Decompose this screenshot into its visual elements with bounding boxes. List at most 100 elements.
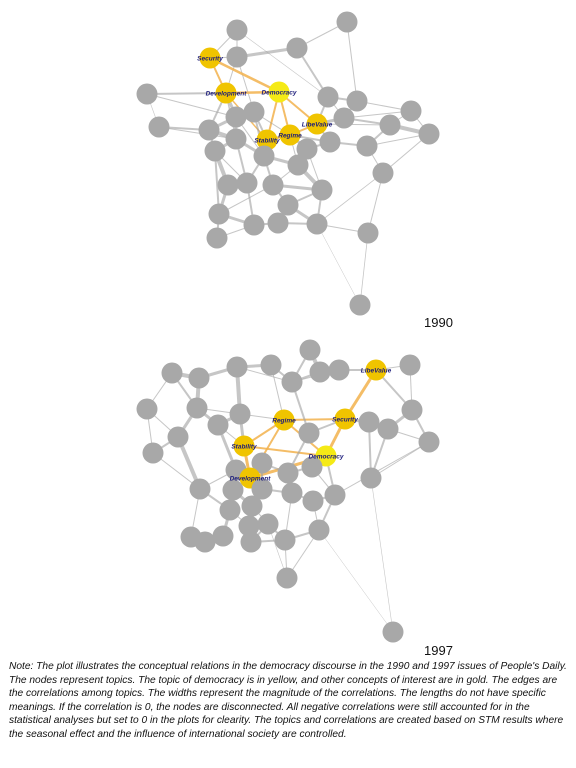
highlight-edge-1990-8 [209,56,280,94]
topic-node-1997-34 [251,478,273,500]
topic-node-1997-13 [207,414,229,436]
topic-node-1997-28 [277,462,299,484]
topic-node-1990-31 [372,162,394,184]
topic-node-1997-45 [308,519,330,541]
topic-node-1990-13 [243,101,265,123]
highlight-edge-1997-5 [243,445,327,457]
topic-node-1997-8 [260,354,282,376]
stability-node-1997 [233,435,255,457]
topic-node-1990-33 [277,194,299,216]
year-label-1990: 1990 [424,315,453,330]
topic-node-1997-44 [274,529,296,551]
topic-node-1997-9 [281,371,303,393]
topic-node-1990-23 [296,138,318,160]
topic-node-1997-11 [186,397,208,419]
topic-node-1990-2 [286,37,308,59]
topic-node-1997-22 [142,442,164,464]
topic-node-1997-40 [257,513,279,535]
security-node-1997 [334,408,356,430]
topic-node-1990-8 [317,86,339,108]
libevalue-label-1997: LibeValue [361,367,392,374]
security-node-1990 [199,47,221,69]
edge-1990-85 [359,232,369,306]
topic-node-1997-1 [309,361,331,383]
topic-node-1990-19 [400,100,422,122]
topic-node-1997-24 [251,452,273,474]
edge-1990-86 [316,223,361,306]
nodes-1990 [136,11,440,316]
democracy-label-1990: Democracy [261,89,296,96]
labels-1997: LibeValue Regime Security Stability Democrac… [230,367,392,482]
topic-node-1990-10 [148,116,170,138]
edge-1990-2 [346,21,358,102]
topic-node-1990-14 [225,128,247,150]
topic-node-1990-38 [357,222,379,244]
topic-node-1997-38 [302,490,324,512]
regime-label-1990: Regime [278,132,302,139]
topic-node-1997-4 [399,354,421,376]
regime-label-1997: Regime [272,417,296,424]
development-node-1990 [215,82,237,104]
topic-node-1990-20 [379,114,401,136]
topic-node-1990-3 [226,46,248,68]
topic-node-1997-20 [401,399,423,421]
topic-node-1990-27 [287,154,309,176]
topic-node-1997-0 [299,339,321,361]
edge-1997-65 [370,477,394,633]
topic-node-1990-36 [267,212,289,234]
security-label-1997: Security [332,416,358,423]
topic-node-1990-40 [349,294,371,316]
edge-1990-84 [316,172,384,225]
libevalue-node-1997 [365,359,387,381]
figure-note: Note: The plot illustrates the conceptua… [9,661,567,740]
topic-node-1990-5 [136,83,158,105]
topic-node-1990-25 [356,135,378,157]
stability-label-1997: Stability [231,443,257,450]
topic-node-1990-18 [333,107,355,129]
topic-node-1990-35 [243,214,265,236]
regime-node-1990 [279,124,301,146]
stability-node-1990 [256,129,278,151]
development-label-1997: Development [230,475,272,482]
edge-1990-17 [146,92,227,95]
topic-node-1997-30 [301,456,323,478]
topic-node-1990-26 [253,145,275,167]
topic-node-1997-21 [418,431,440,453]
libevalue-label-1990: LibeValue [302,121,333,128]
topic-node-1997-31 [360,467,382,489]
topic-node-1997-35 [324,484,346,506]
nodes-1997 [136,339,440,643]
network-1997: LibeValue Regime Security Stability Democrac… [136,339,440,643]
edge-1990-78 [316,123,391,126]
topic-node-1997-39 [238,515,260,537]
topic-node-1990-32 [217,174,239,196]
topic-node-1997-18 [358,411,380,433]
topic-node-1997-12 [229,403,251,425]
edge-1990-39 [343,110,412,119]
libevalue-node-1990 [306,113,328,135]
edge-1997-66 [318,529,394,633]
topic-node-1997-10 [136,398,158,420]
topic-node-1990-0 [226,19,248,41]
topic-node-1997-47 [276,567,298,589]
topic-node-1997-7 [226,356,248,378]
edge-1990-18 [146,93,237,118]
democracy-label-1997: Democracy [308,453,343,460]
topic-node-1997-41 [212,525,234,547]
topic-node-1990-30 [236,172,258,194]
topic-node-1997-16 [167,426,189,448]
topic-node-1990-39 [206,227,228,249]
topic-node-1990-21 [418,123,440,145]
topic-node-1990-34 [208,203,230,225]
topic-node-1997-36 [241,495,263,517]
topic-node-1997-5 [161,362,183,384]
topic-node-1997-37 [219,499,241,521]
topic-node-1990-28 [262,174,284,196]
topic-node-1997-6 [188,367,210,389]
edge-1990-23 [158,126,237,140]
edge-1990-81 [236,29,329,98]
topic-node-1990-9 [346,90,368,112]
topic-node-1990-24 [319,131,341,153]
labels-1990: Security Development Democracy StabilityReg… [197,55,332,144]
topic-node-1997-29 [281,482,303,504]
